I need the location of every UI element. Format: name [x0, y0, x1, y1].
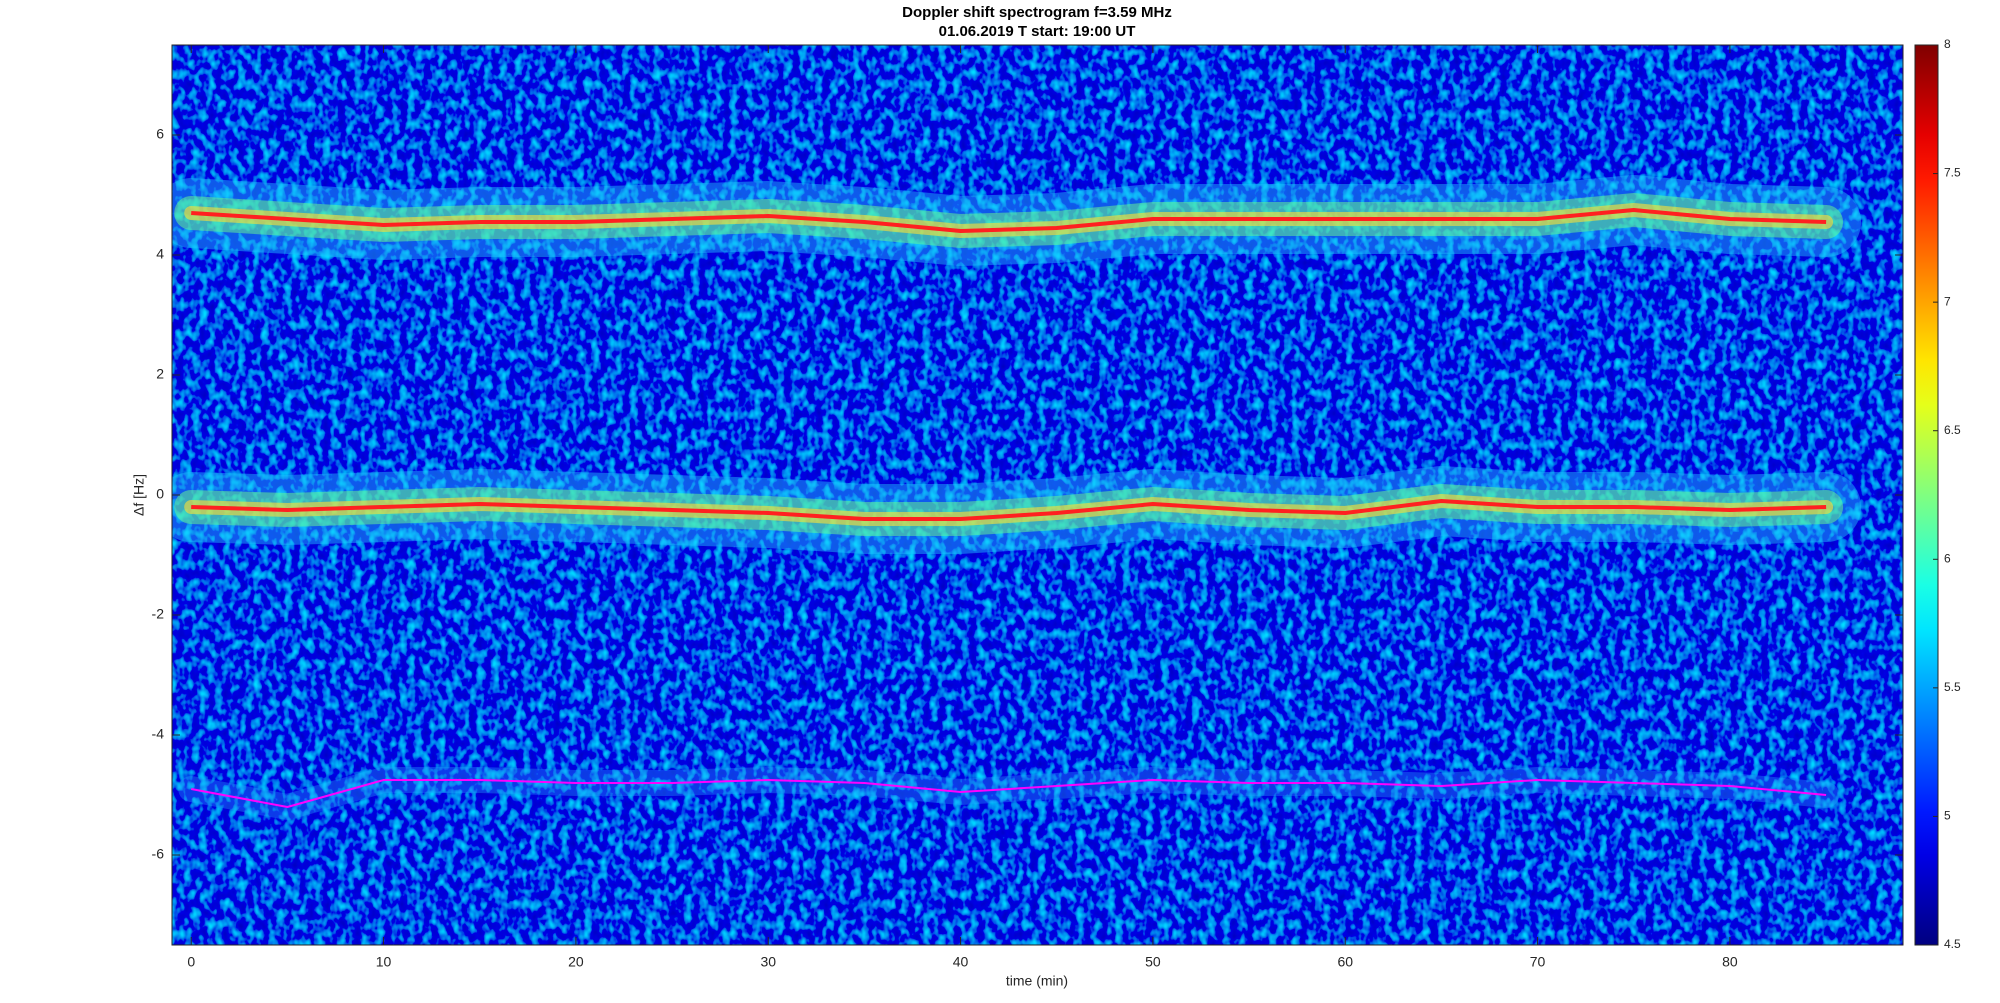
y-axis-label: Δf [Hz] — [131, 474, 147, 516]
traces — [172, 175, 1862, 820]
colorbar-tick-label: 6 — [1944, 551, 1951, 565]
x-tick-label: 10 — [376, 954, 392, 970]
x-axis-label: time (min) — [1006, 973, 1068, 989]
x-tick-label: 30 — [760, 954, 776, 970]
x-tick-label: 0 — [187, 954, 195, 970]
trace-line — [191, 499, 1827, 521]
chart-title: Doppler shift spectrogram f=3.59 MHz — [902, 4, 1172, 21]
y-tick-label: -4 — [152, 726, 165, 742]
x-tick-label: 70 — [1530, 954, 1546, 970]
x-tick-label: 20 — [568, 954, 584, 970]
colorbar-tick-label: 4.5 — [1944, 937, 1961, 951]
colorbar — [1914, 44, 1939, 946]
colorbar-tick-label: 5.5 — [1944, 680, 1961, 694]
y-tick-label: 0 — [156, 486, 164, 502]
y-tick-label: 2 — [156, 366, 164, 382]
chart-subtitle: 01.06.2019 T start: 19:00 UT — [939, 23, 1136, 40]
y-tick-label: 6 — [156, 126, 164, 142]
colorbar-tick-label: 7 — [1944, 294, 1951, 308]
x-tick-label: 50 — [1145, 954, 1161, 970]
y-tick-label: -6 — [152, 846, 165, 862]
colorbar-tick-label: 6.5 — [1944, 423, 1961, 437]
x-tick-label: 60 — [1337, 954, 1353, 970]
colorbar-tick-label: 8 — [1944, 37, 1951, 51]
x-tick-label: 80 — [1722, 954, 1738, 970]
colorbar-tick-label: 5 — [1944, 809, 1951, 823]
y-tick-label: -2 — [152, 606, 165, 622]
x-tick-label: 40 — [953, 954, 969, 970]
y-tick-label: 4 — [156, 246, 164, 262]
trace-line — [191, 779, 1827, 808]
colorbar-tick-label: 7.5 — [1944, 166, 1961, 180]
trace-line — [191, 208, 1827, 233]
